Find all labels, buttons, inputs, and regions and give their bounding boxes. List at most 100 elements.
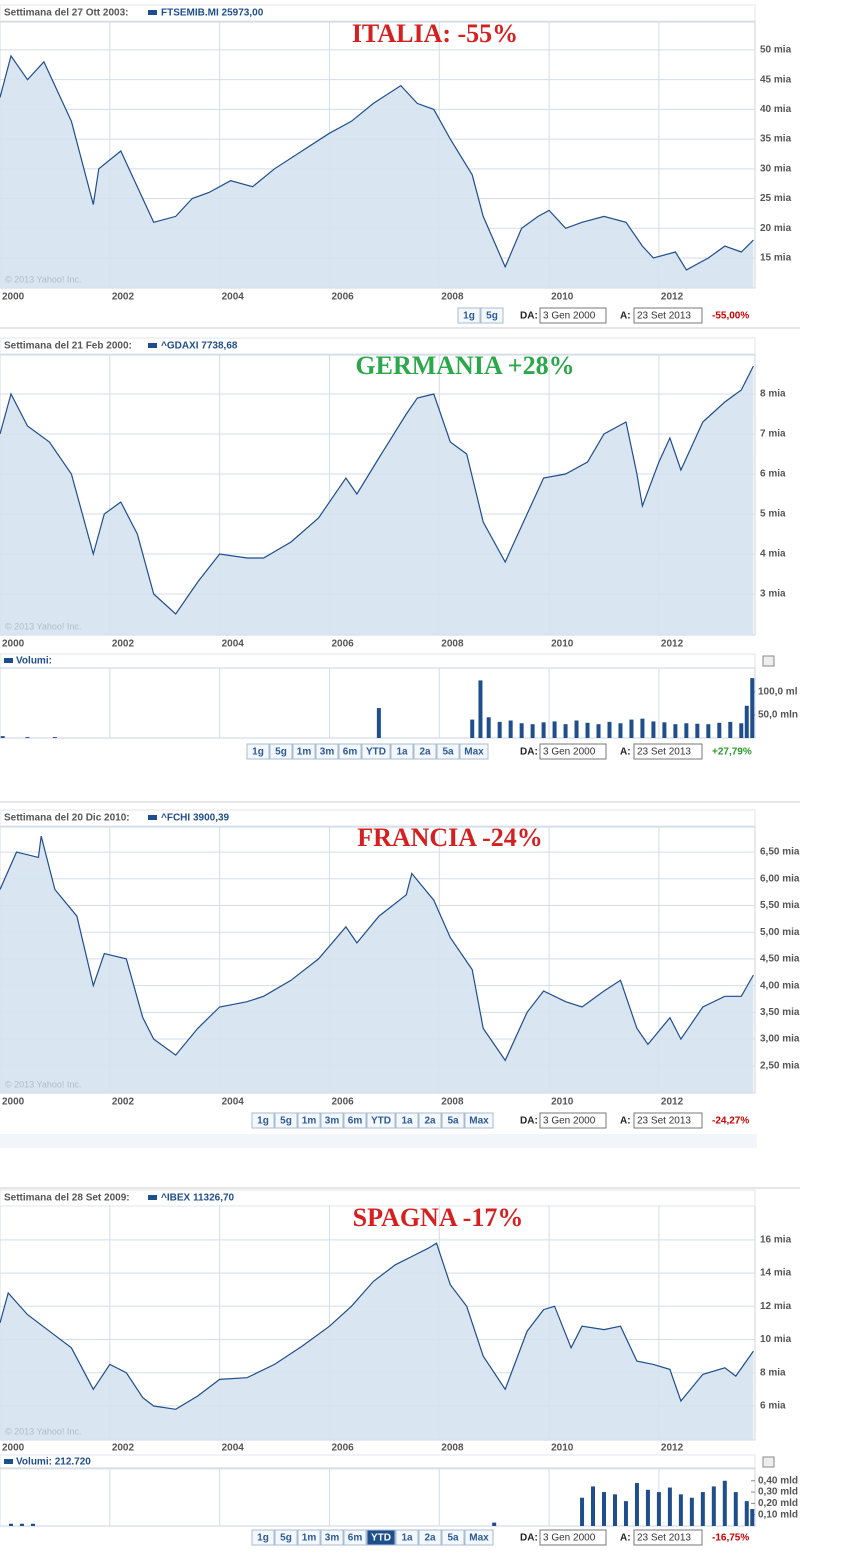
range-button-label[interactable]: 3m <box>320 747 335 758</box>
range-button[interactable] <box>338 743 362 760</box>
area-fill <box>0 366 754 635</box>
range-button[interactable] <box>269 743 293 760</box>
to-input[interactable] <box>633 307 703 324</box>
range-button-label[interactable]: 2a <box>424 1116 436 1127</box>
range-button[interactable] <box>251 1112 275 1129</box>
range-button-label[interactable]: 5a <box>447 1533 459 1544</box>
range-button-label[interactable]: 6m <box>343 747 358 758</box>
y-tick-label: 3,50 mia <box>760 1007 800 1018</box>
range-button[interactable] <box>315 743 339 760</box>
from-input[interactable] <box>539 307 607 324</box>
range-button[interactable] <box>297 1112 321 1129</box>
range-button-label[interactable]: 3m <box>325 1116 340 1127</box>
from-input[interactable] <box>539 743 607 760</box>
range-button-label[interactable]: 1a <box>396 747 408 758</box>
range-button-label[interactable]: 1a <box>401 1116 413 1127</box>
range-button[interactable] <box>390 743 414 760</box>
range-button[interactable] <box>274 1112 298 1129</box>
range-button[interactable] <box>418 1112 442 1129</box>
range-button-label[interactable]: 5a <box>442 747 454 758</box>
range-button-label[interactable]: 1g <box>257 1533 269 1544</box>
range-button-label[interactable]: YTD <box>371 1533 391 1544</box>
range-button[interactable] <box>320 1529 344 1546</box>
range-button-label[interactable]: 2a <box>424 1533 436 1544</box>
range-button[interactable] <box>464 1112 494 1129</box>
range-button-label[interactable]: 1m <box>302 1533 317 1544</box>
range-button-label[interactable]: 6m <box>348 1116 363 1127</box>
from-value[interactable]: 3 Gen 2000 <box>543 311 596 322</box>
volume-bar <box>376 708 381 738</box>
to-value[interactable]: 23 Set 2013 <box>637 747 691 758</box>
range-button[interactable] <box>320 1112 344 1129</box>
range-button[interactable] <box>441 1112 465 1129</box>
range-button[interactable] <box>413 743 437 760</box>
range-button-label[interactable]: 1g <box>257 1116 269 1127</box>
range-button-label[interactable]: YTD <box>366 747 386 758</box>
volume-bar <box>25 737 30 738</box>
range-button-label[interactable]: 6m <box>348 1533 363 1544</box>
range-button-label[interactable]: YTD <box>371 1116 391 1127</box>
line <box>0 835 754 1062</box>
volume-bar <box>486 717 491 738</box>
range-button[interactable] <box>251 1529 275 1546</box>
range-button[interactable] <box>297 1529 321 1546</box>
range-button-label[interactable]: 5g <box>486 311 498 322</box>
range-button-label[interactable]: Max <box>469 1116 489 1127</box>
to-value[interactable]: 23 Set 2013 <box>637 1533 691 1544</box>
range-button-label[interactable]: 2a <box>419 747 431 758</box>
range-button-label[interactable]: 3m <box>325 1533 340 1544</box>
range-button[interactable] <box>459 743 489 760</box>
to-input[interactable] <box>633 743 703 760</box>
from-value[interactable]: 3 Gen 2000 <box>543 1116 596 1127</box>
range-button-label[interactable]: 5g <box>280 1533 292 1544</box>
range-button[interactable] <box>441 1529 465 1546</box>
x-tick-label: 2012 <box>661 639 684 650</box>
close-button[interactable] <box>762 1456 775 1468</box>
range-button-label[interactable]: 1m <box>302 1116 317 1127</box>
range-button[interactable] <box>395 1112 419 1129</box>
range-button[interactable] <box>480 307 504 324</box>
to-value[interactable]: 23 Set 2013 <box>637 1116 691 1127</box>
range-button[interactable] <box>246 743 270 760</box>
range-button-label[interactable]: 1g <box>252 747 264 758</box>
header-bar <box>0 4 756 22</box>
range-button[interactable] <box>366 1112 396 1129</box>
range-button[interactable] <box>292 743 316 760</box>
range-button-label[interactable]: 1m <box>297 747 312 758</box>
range-button[interactable] <box>436 743 460 760</box>
volume-bar <box>508 720 513 738</box>
close-button[interactable] <box>762 655 775 667</box>
range-button[interactable] <box>361 743 391 760</box>
range-button[interactable] <box>343 1529 367 1546</box>
chart-title: GERMANIA +28% <box>355 351 574 380</box>
from-value[interactable]: 3 Gen 2000 <box>543 747 596 758</box>
to-input[interactable] <box>633 1529 703 1546</box>
volume-bar <box>497 721 502 738</box>
range-button[interactable] <box>274 1529 298 1546</box>
range-button[interactable] <box>464 1529 494 1546</box>
range-button-label[interactable]: Max <box>464 747 484 758</box>
x-tick-label: 2010 <box>551 1443 574 1454</box>
y-tick-label: 2,50 mia <box>760 1060 800 1071</box>
from-input[interactable] <box>539 1529 607 1546</box>
range-button-label[interactable]: 5g <box>280 1116 292 1127</box>
range-button[interactable] <box>395 1529 419 1546</box>
range-button[interactable] <box>418 1529 442 1546</box>
range-button[interactable] <box>343 1112 367 1129</box>
range-button-label[interactable]: 5g <box>275 747 287 758</box>
to-value[interactable]: 23 Set 2013 <box>637 311 691 322</box>
range-button-label[interactable]: 1a <box>401 1533 413 1544</box>
from-value[interactable]: 3 Gen 2000 <box>543 1533 596 1544</box>
range-button[interactable] <box>457 307 481 324</box>
volume-bar <box>596 724 601 738</box>
subtitle: Settimana del 27 Ott 2003: <box>4 8 129 19</box>
range-button-label[interactable]: 5a <box>447 1116 459 1127</box>
range-button-label[interactable]: 1g <box>463 311 475 322</box>
y-tick-label: 16 mia <box>760 1235 792 1246</box>
volume-area <box>0 1467 756 1527</box>
from-input[interactable] <box>539 1112 607 1129</box>
range-button-label[interactable]: Max <box>469 1533 489 1544</box>
to-input[interactable] <box>633 1112 703 1129</box>
range-button[interactable] <box>366 1529 396 1546</box>
x-tick-label: 2006 <box>331 1097 354 1108</box>
